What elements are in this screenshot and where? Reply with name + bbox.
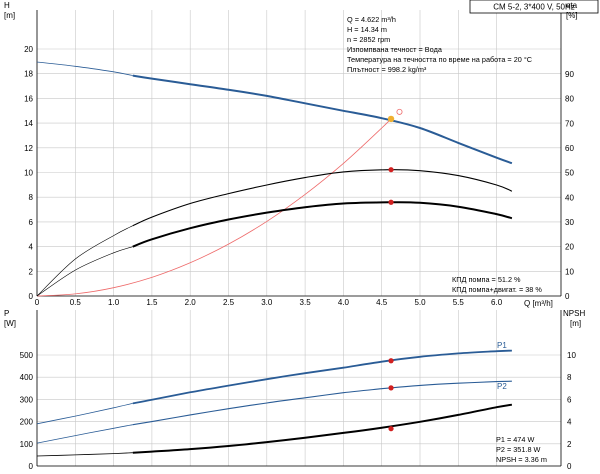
x-tick-label: 2.0 [185, 298, 197, 307]
duty-point-npsh [388, 426, 394, 432]
axes [36, 10, 562, 467]
upper-right-axis-label: eta [566, 1, 578, 10]
series-label-p2: P2 [497, 382, 507, 391]
info-p1: P1 = 474 W [496, 435, 534, 444]
info-temperature: Температура на течността по време на раб… [347, 55, 532, 64]
h-tick-label: 6 [29, 218, 34, 227]
p-tick-label: 0 [29, 462, 34, 471]
h-tick-label: 10 [24, 169, 33, 178]
head-curve-bold [132, 74, 513, 165]
info-p2: P2 = 351.8 W [496, 445, 541, 454]
series-label-p1: P1 [497, 341, 507, 350]
duty-point-p2 [388, 385, 394, 391]
eta-tick-label: 30 [565, 218, 574, 227]
duty-point-markers [387, 108, 403, 432]
info-speed: n = 2852 rpm [347, 35, 390, 44]
x-tick-label: 4.5 [376, 298, 388, 307]
eta-tick-label: 60 [565, 144, 574, 153]
p-tick-label: 500 [20, 351, 34, 360]
npsh-tick-label: 0 [567, 462, 572, 471]
lower-left-axis-label: P [4, 309, 9, 318]
info-eta-total: КПД помпа+двигат. = 38 % [452, 285, 542, 294]
upper-left-axis-unit: [m] [4, 11, 15, 20]
x-tick-label: 3.0 [261, 298, 273, 307]
h-tick-label: 18 [24, 70, 33, 79]
x-tick-label: 0.5 [70, 298, 82, 307]
duty-point-eta-pump [388, 167, 394, 173]
h-tick-label: 16 [24, 94, 33, 103]
eta-tick-label: 40 [565, 193, 574, 202]
h-tick-label: 4 [29, 243, 34, 252]
duty-point-head [387, 115, 395, 123]
eta-tick-label: 20 [565, 243, 574, 252]
h-tick-label: 14 [24, 119, 33, 128]
h-tick-label: 8 [29, 193, 34, 202]
info-eta-pump: КПД помпа = 51.2 % [452, 275, 521, 284]
info-density: Плътност = 998.2 kg/m³ [347, 65, 427, 74]
upper-right-axis-unit: [%] [566, 11, 578, 20]
npsh-tick-label: 10 [567, 351, 576, 360]
p-tick-label: 400 [20, 373, 34, 382]
eta-pump-curve-thin [36, 225, 133, 297]
upper-left-axis-label: H [4, 1, 10, 10]
info-head: H = 14.34 m [347, 25, 387, 34]
x-tick-label: 5.5 [453, 298, 465, 307]
x-tick-label: 2.5 [223, 298, 235, 307]
info-flow: Q = 4.622 m³/h [347, 15, 396, 24]
x-tick-label: 0 [35, 298, 40, 307]
lower-grid [36, 310, 561, 467]
h-tick-label: 2 [29, 267, 34, 276]
title-box-text: CM 5-2, 3*400 V, 50Hz [493, 3, 575, 12]
x-tick-label: 4.0 [338, 298, 350, 307]
eta-tick-label: 10 [565, 267, 574, 276]
title-box [469, 0, 599, 14]
eta-tick-label: 90 [565, 70, 574, 79]
x-tick-label: 1.0 [108, 298, 120, 307]
x-tick-label: 6.0 [491, 298, 503, 307]
tick-labels: 0 0.5 1.0 1.5 2.0 2.5 3.0 3.5 4.0 4.5 5.0 5.5 6.0 0 2 4… [20, 45, 577, 471]
lower-right-axis-unit: [m] [570, 319, 581, 328]
p1-curve-bold [132, 349, 512, 405]
head-curve-thin [36, 61, 133, 76]
eta-total-curve-thin [36, 246, 133, 297]
p2-curve-thin [36, 424, 133, 444]
x-tick-label: 5.0 [414, 298, 426, 307]
h-tick-label: 0 [29, 292, 34, 301]
info-liquid: Изпомпвана течност = Вода [347, 45, 443, 54]
x-tick-label: 1.5 [146, 298, 158, 307]
p2-curve-bold [132, 380, 512, 426]
eta-tick-label: 0 [565, 292, 570, 301]
open-duty-marker [396, 108, 403, 115]
eta-tick-label: 50 [565, 169, 574, 178]
eta-pump-curve-bold [132, 169, 513, 227]
duty-point-p1 [388, 358, 394, 364]
h-tick-label: 20 [24, 45, 33, 54]
p-tick-label: 300 [20, 395, 34, 404]
x-tick-label: 3.5 [300, 298, 312, 307]
npsh-curve-bold [132, 403, 513, 454]
npsh-tick-label: 2 [567, 440, 572, 449]
eta-total-curve-bold [132, 201, 513, 248]
npsh-tick-label: 4 [567, 418, 572, 427]
duty-point-eta-total [388, 199, 394, 205]
npsh-tick-label: 8 [567, 373, 572, 382]
p-tick-label: 100 [20, 440, 34, 449]
lower-right-axis-label: NPSH [563, 309, 585, 318]
curves [36, 61, 513, 457]
x-axis-label: Q [m³/h] [524, 299, 553, 308]
p-tick-label: 200 [20, 418, 34, 427]
system-curve [36, 118, 392, 297]
eta-tick-label: 70 [565, 119, 574, 128]
p1-curve-thin [36, 403, 133, 425]
lower-left-axis-unit: [W] [4, 319, 16, 328]
npsh-tick-label: 6 [567, 395, 572, 404]
info-npsh: NPSH = 3.36 m [496, 455, 547, 464]
npsh-curve-thin [36, 452, 133, 457]
eta-tick-label: 80 [565, 95, 574, 104]
h-tick-label: 12 [24, 144, 33, 153]
